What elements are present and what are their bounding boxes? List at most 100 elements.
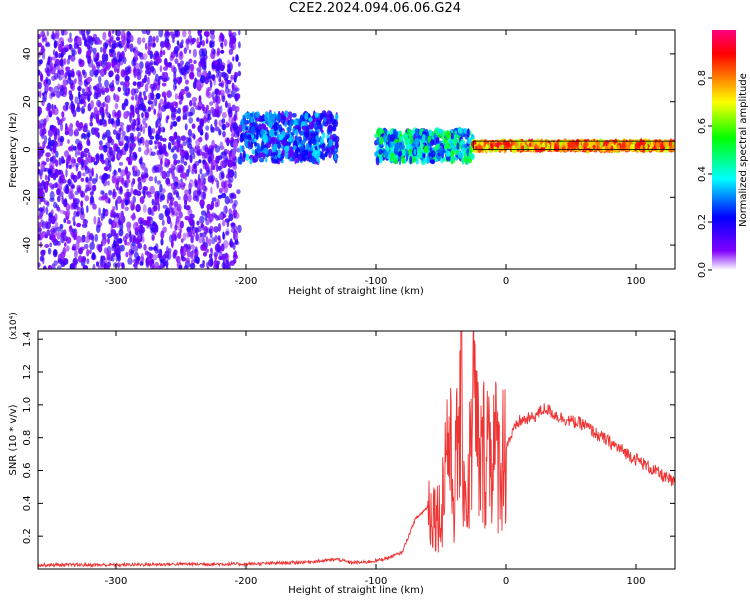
spectrogram-cell xyxy=(159,98,164,105)
spectrogram-cell xyxy=(179,151,184,157)
spectrogram-cell xyxy=(70,193,75,200)
spectrogram-cell xyxy=(131,214,136,220)
spectrogram-cell xyxy=(183,246,187,254)
spectrogram-cell xyxy=(134,169,141,177)
spectrogram-cell xyxy=(199,199,205,207)
spectrogram-cell xyxy=(231,82,235,91)
spectrogram-cell xyxy=(129,43,134,53)
spectrogram-cell xyxy=(164,157,168,164)
spectrogram-cell xyxy=(47,128,54,138)
spectrogram-cell xyxy=(398,156,402,166)
spectrogram-cell xyxy=(149,223,153,231)
spectrogram-cell xyxy=(97,216,101,224)
spectrogram-cell xyxy=(69,188,74,195)
spectrogram-cell xyxy=(47,168,52,175)
spectrogram-cell xyxy=(217,155,220,162)
spectrogram-cell xyxy=(171,172,175,178)
spectrogram-cell xyxy=(77,85,82,92)
spectrogram-cell xyxy=(119,244,125,252)
spectrogram-cell xyxy=(672,143,675,149)
spectrogram-cell xyxy=(96,261,99,267)
spectrogram-cell xyxy=(221,243,225,252)
spectrogram-cell xyxy=(106,150,111,158)
spectrogram-cell xyxy=(47,174,51,182)
spectrogram-cell xyxy=(112,193,116,200)
spectrogram-cell xyxy=(169,196,175,202)
spectrogram-cell xyxy=(77,171,80,180)
spectrogram-cell xyxy=(189,213,195,219)
spectrogram-cell xyxy=(199,34,203,42)
spectrogram-cell xyxy=(419,128,423,137)
spectrogram-cell xyxy=(301,125,308,131)
spectrogram-cell xyxy=(160,238,164,246)
spectrogram-cell xyxy=(49,147,53,152)
spectrogram-cell xyxy=(106,250,112,257)
spectrogram-cell xyxy=(129,132,134,138)
spectrogram-cell xyxy=(101,232,106,239)
spectrogram-cell xyxy=(115,221,120,228)
spectrogram-cell xyxy=(77,46,82,55)
spectrogram-cell xyxy=(115,36,121,41)
spectrogram-cell xyxy=(181,172,187,179)
spectrogram-cell xyxy=(48,182,53,188)
y-tick-label: 1.4 xyxy=(22,331,33,347)
spectrogram-cell xyxy=(238,61,241,67)
spectrogram-cell xyxy=(200,173,205,182)
spectrogram-cell xyxy=(181,238,184,243)
spectrogram-cell xyxy=(179,44,184,49)
spectrogram-cell xyxy=(52,145,57,154)
spectrogram-cell xyxy=(66,219,72,225)
spectrogram-cell xyxy=(105,103,109,111)
spectrogram-cell xyxy=(153,98,157,104)
spectrogram-cell xyxy=(140,97,144,106)
spectrogram-cell xyxy=(251,149,255,155)
spectrogram-cell xyxy=(170,182,176,190)
spectrogram-cell xyxy=(72,174,78,183)
spectrogram-cell xyxy=(184,113,188,120)
spectrogram-cell xyxy=(254,141,257,147)
x-tick-label: -100 xyxy=(365,576,388,587)
spectrogram-cell xyxy=(321,132,326,139)
spectrogram-cell xyxy=(105,211,109,216)
spectrogram-cell xyxy=(398,150,403,157)
spectrogram-cell xyxy=(185,44,189,51)
spectrogram-cell xyxy=(244,112,249,119)
spectrogram-cell xyxy=(46,229,51,236)
spectrogram-cell xyxy=(101,238,107,246)
spectrogram-cell xyxy=(173,200,179,208)
spectrogram-cell xyxy=(237,124,243,133)
spectrogram-cell xyxy=(74,190,79,196)
spectrogram-cell xyxy=(46,115,49,123)
spectrogram-cell xyxy=(127,160,132,166)
spectrogram-cell xyxy=(62,79,67,88)
spectrogram-cell xyxy=(317,149,321,157)
spectrogram-cell xyxy=(132,245,139,253)
spectrogram-cell xyxy=(129,112,134,117)
spectrogram-cell xyxy=(441,130,447,138)
spectrogram-cell xyxy=(229,32,234,38)
spectrogram-cell xyxy=(39,255,44,262)
spectrogram-cell xyxy=(466,138,472,145)
spectrogram-cell xyxy=(71,184,76,189)
spectrogram-cell xyxy=(142,137,145,146)
spectrogram-cell xyxy=(176,135,181,144)
spectrogram-cell xyxy=(144,83,149,93)
spectrogram-cell xyxy=(49,242,53,248)
spectrogram-cell xyxy=(234,212,240,219)
spectrogram-cell xyxy=(230,75,233,82)
spectrogram-cell xyxy=(72,145,77,151)
spectrogram-cell xyxy=(136,100,140,107)
spectrogram-cell xyxy=(141,37,146,43)
spectrogram-cell xyxy=(211,65,216,70)
spectrogram-cell xyxy=(143,244,147,251)
spectrogram-cell xyxy=(205,248,209,253)
spectrogram-cell xyxy=(174,93,178,100)
spectrogram-cell xyxy=(209,101,214,106)
spectrogram-cell xyxy=(89,199,95,206)
spectrogram-cell xyxy=(199,215,205,224)
spectrogram-cell xyxy=(610,145,614,152)
spectrogram-cell xyxy=(77,71,81,78)
spectrogram-cell xyxy=(91,252,96,260)
spectrogram-cell xyxy=(41,163,45,171)
spectrogram-cell xyxy=(199,263,205,268)
